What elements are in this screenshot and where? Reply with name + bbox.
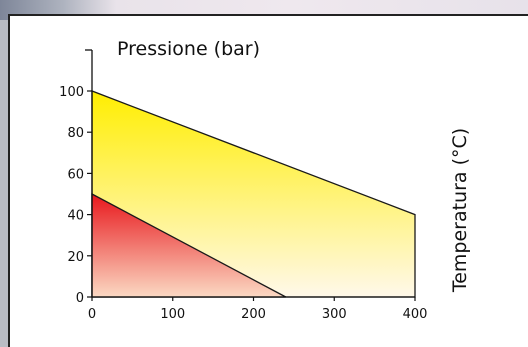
y-tick-label: 80	[67, 126, 84, 141]
x-tick-label: 0	[88, 307, 96, 322]
x-tick-label: 200	[241, 307, 266, 322]
y-tick-label: 100	[59, 85, 84, 100]
x-tick-label: 100	[160, 307, 185, 322]
ticks-layer: 0 20 40 60 80 100 0 100 200 300 400	[59, 85, 427, 322]
x-tick-label: 400	[403, 307, 428, 322]
areas-layer	[91, 90, 416, 298]
y-tick-label: 60	[67, 167, 84, 182]
y-tick-label: 0	[76, 291, 84, 306]
y-tick-label: 40	[67, 209, 84, 224]
temperature-label: Temperatura (°C)	[449, 128, 471, 293]
y-axis-title: Pressione (bar)	[117, 38, 260, 60]
x-tick-label: 300	[322, 307, 347, 322]
y-tick-label: 20	[67, 250, 84, 265]
